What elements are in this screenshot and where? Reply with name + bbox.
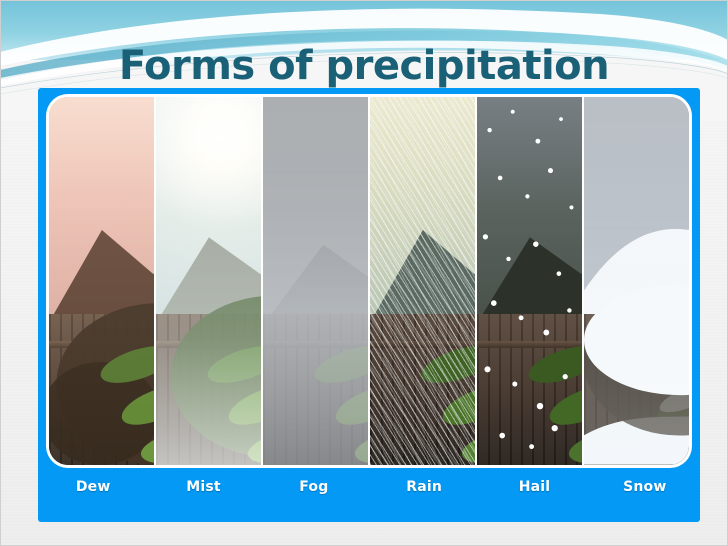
caption-hail: Hail [518, 479, 551, 495]
overlay-hail-dots [477, 97, 582, 465]
leaf-branch-dew-icon [100, 346, 154, 464]
panel-hail[interactable] [477, 97, 584, 465]
overlay-snow [584, 97, 689, 465]
caption-mist: Mist [186, 479, 221, 495]
caption-label-row: Dew Mist Fog Rain Hail Snow [38, 470, 700, 504]
caption-dew: Dew [75, 479, 111, 495]
panel-rain[interactable] [370, 97, 477, 465]
caption-fog: Fog [299, 479, 329, 495]
photo-strip [49, 97, 689, 465]
overlay-rain-streaks [370, 97, 475, 465]
page-title: Forms of precipitation [118, 43, 610, 89]
overlay-fog-dense [263, 97, 368, 465]
overlay-dew [49, 97, 154, 465]
panel-fog[interactable] [263, 97, 370, 465]
panel-mist[interactable] [156, 97, 263, 465]
precipitation-figure-card: Dew Mist Fog Rain Hail Snow [38, 88, 700, 522]
mountain-silhouette-icon [49, 229, 154, 333]
panel-snow[interactable] [584, 97, 689, 465]
caption-rain: Rain [406, 479, 443, 495]
caption-snow: Snow [623, 479, 667, 495]
snow-tree-canopy-icon [584, 284, 689, 436]
overlay-mist-haze [156, 97, 261, 465]
panel-dew[interactable] [49, 97, 156, 465]
photo-strip-frame [46, 94, 692, 468]
